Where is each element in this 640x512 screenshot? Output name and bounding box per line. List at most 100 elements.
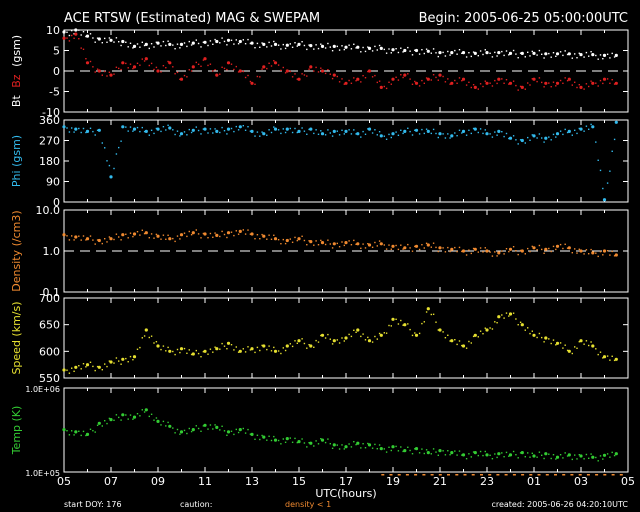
density-caution-marker bbox=[455, 474, 459, 476]
data-point-bz bbox=[273, 60, 275, 62]
data-point-phi bbox=[162, 126, 165, 128]
data-point-speed bbox=[364, 339, 367, 341]
data-point-density bbox=[266, 238, 268, 240]
data-point-speed bbox=[270, 350, 273, 352]
data-point-phi bbox=[160, 130, 162, 133]
data-point-bt bbox=[348, 44, 350, 46]
data-point-speed bbox=[414, 332, 416, 334]
data-point-density bbox=[344, 241, 348, 245]
data-point-phi bbox=[350, 133, 353, 135]
data-point-phi bbox=[602, 198, 607, 202]
data-point-bt bbox=[470, 55, 472, 58]
data-point-speed bbox=[397, 323, 400, 325]
data-point-density bbox=[552, 245, 555, 248]
data-point-temp bbox=[437, 454, 439, 456]
data-point-bz bbox=[82, 48, 85, 50]
data-point-temp bbox=[597, 460, 599, 462]
data-point-temp bbox=[176, 428, 179, 431]
data-point-speed bbox=[317, 341, 320, 343]
data-point-density bbox=[555, 248, 557, 251]
data-point-temp bbox=[473, 451, 477, 455]
density-caution-marker bbox=[389, 474, 393, 476]
data-point-bt bbox=[477, 55, 479, 57]
data-point-bz bbox=[308, 68, 310, 70]
data-point-phi bbox=[425, 128, 428, 130]
data-point-speed bbox=[447, 334, 449, 336]
data-point-temp bbox=[418, 452, 421, 454]
data-point-speed bbox=[155, 341, 158, 343]
data-point-temp bbox=[397, 450, 400, 452]
data-point-bz bbox=[423, 82, 425, 84]
data-point-temp bbox=[285, 437, 289, 441]
data-point-phi bbox=[576, 132, 578, 135]
data-point-bt bbox=[421, 49, 423, 51]
data-point-temp bbox=[308, 442, 310, 444]
data-point-phi bbox=[538, 133, 541, 135]
data-point-temp bbox=[348, 443, 350, 445]
y-tick-label: 0 bbox=[53, 65, 60, 78]
data-point-bt bbox=[249, 42, 252, 45]
data-point-phi bbox=[294, 127, 296, 130]
data-point-bz bbox=[153, 68, 155, 71]
data-point-density bbox=[127, 237, 129, 239]
data-point-speed bbox=[461, 344, 463, 347]
data-point-bz bbox=[403, 73, 407, 77]
data-point-speed bbox=[244, 351, 247, 353]
data-point-temp bbox=[595, 456, 597, 459]
data-point-density bbox=[379, 242, 383, 246]
data-point-phi bbox=[262, 132, 266, 136]
data-point-bt bbox=[578, 52, 580, 54]
data-point-bz bbox=[285, 69, 289, 73]
data-point-density bbox=[536, 249, 538, 251]
data-point-bz bbox=[179, 78, 181, 80]
data-point-bt bbox=[390, 52, 392, 54]
data-point-speed bbox=[588, 344, 590, 347]
data-point-density bbox=[155, 233, 158, 236]
phi-ylabel: Phi (gsm) bbox=[10, 135, 23, 187]
data-point-bz bbox=[186, 76, 188, 78]
data-point-temp bbox=[583, 458, 585, 460]
data-point-speed bbox=[327, 333, 329, 336]
data-point-speed bbox=[494, 321, 496, 323]
data-point-density bbox=[226, 231, 231, 235]
data-point-density bbox=[390, 248, 392, 250]
data-point-speed bbox=[186, 352, 188, 354]
data-point-density bbox=[313, 244, 315, 246]
data-point-speed bbox=[259, 349, 261, 352]
data-point-speed bbox=[614, 357, 618, 361]
data-point-speed bbox=[519, 321, 522, 323]
data-point-bt bbox=[262, 42, 266, 47]
data-point-temp bbox=[125, 414, 127, 416]
data-point-bz bbox=[238, 69, 242, 73]
data-point-phi bbox=[141, 126, 143, 129]
data-point-bz bbox=[524, 88, 526, 90]
data-point-phi bbox=[364, 133, 367, 135]
data-point-bt bbox=[104, 37, 106, 40]
data-point-density bbox=[548, 247, 550, 250]
data-point-temp bbox=[355, 443, 357, 446]
data-point-phi bbox=[403, 129, 407, 133]
data-point-temp bbox=[579, 454, 583, 458]
data-point-density bbox=[527, 247, 529, 250]
data-point-speed bbox=[355, 331, 357, 333]
data-point-bt bbox=[378, 44, 381, 47]
data-point-speed bbox=[297, 339, 301, 343]
data-point-density bbox=[402, 248, 404, 250]
data-point-bz bbox=[378, 80, 381, 82]
data-point-temp bbox=[606, 453, 609, 455]
data-point-bz bbox=[571, 84, 573, 86]
density-caution-marker bbox=[512, 474, 516, 476]
data-point-density bbox=[262, 234, 266, 238]
data-point-phi bbox=[606, 182, 609, 184]
data-point-bt bbox=[411, 54, 414, 56]
data-point-density bbox=[442, 247, 444, 249]
data-point-speed bbox=[400, 319, 402, 322]
data-point-speed bbox=[489, 327, 491, 329]
data-point-temp bbox=[139, 415, 141, 417]
data-point-temp bbox=[203, 423, 207, 427]
data-point-speed bbox=[395, 318, 397, 320]
density-caution-marker bbox=[521, 474, 525, 476]
data-point-speed bbox=[121, 357, 125, 361]
data-point-density bbox=[602, 254, 604, 256]
data-point-temp bbox=[566, 455, 569, 457]
